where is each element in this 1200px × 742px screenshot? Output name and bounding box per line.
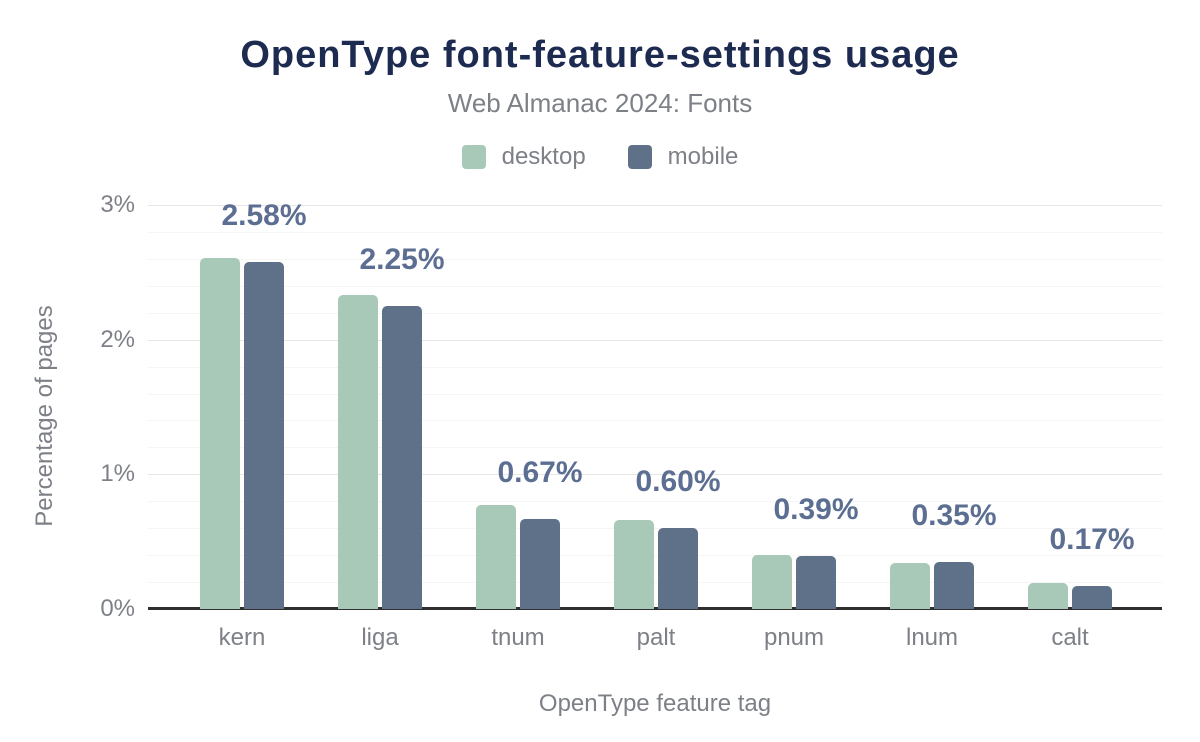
bar-value-label-kern: 2.58% [221,199,307,232]
gridline-minor [148,582,1162,583]
y-tick-label-2%: 2% [100,326,135,353]
chart-legend: desktop mobile [0,143,1200,171]
gridline-minor [148,394,1162,395]
chart-title: OpenType font-feature-settings usage [240,34,960,76]
bar-kern-mobile [244,262,284,609]
bar-value-label-calt: 0.17% [1049,523,1135,556]
bar-tnum-desktop [476,505,516,609]
y-tick-label-1%: 1% [100,460,135,487]
bar-lnum-desktop [890,563,930,609]
legend-label-mobile: mobile [667,143,739,170]
bar-calt-desktop [1028,583,1068,609]
gridline-minor [148,420,1162,421]
gridline-minor [148,259,1162,260]
x-category-label-palt: palt [636,624,676,651]
x-axis-line [148,607,1162,610]
bar-value-label-liga: 2.25% [359,243,445,276]
y-tick-label-0%: 0% [100,595,135,622]
bar-palt-desktop [614,520,654,609]
bar-liga-desktop [338,295,378,609]
legend-swatch-desktop [461,145,486,169]
bar-calt-mobile [1072,586,1112,609]
x-category-label-pnum: pnum [763,624,825,651]
bar-liga-mobile [382,306,422,609]
bar-kern-desktop [200,258,240,609]
gridline-minor [148,367,1162,368]
gridline-minor [148,501,1162,502]
legend-item-desktop: desktop [461,143,586,171]
x-category-label-kern: kern [218,624,266,651]
gridline-minor [148,555,1162,556]
bar-lnum-mobile [934,562,974,609]
bar-value-label-lnum: 0.35% [911,499,997,532]
legend-item-mobile: mobile [627,143,739,171]
y-tick-label-3%: 3% [100,191,135,218]
chart-subtitle: Web Almanac 2024: Fonts [447,88,753,118]
gridline-major [148,474,1162,475]
x-axis-title: OpenType feature tag [538,690,772,717]
bar-tnum-mobile [520,519,560,609]
legend-label-desktop: desktop [501,143,586,170]
gridline-minor [148,528,1162,529]
legend-swatch-mobile [627,145,652,169]
bar-value-label-palt: 0.60% [635,465,721,498]
bar-value-label-pnum: 0.39% [773,493,859,526]
bar-pnum-desktop [752,555,792,609]
gridline-major [148,205,1162,206]
x-category-label-tnum: tnum [491,624,545,651]
x-category-label-calt: calt [1051,624,1089,651]
gridline-minor [148,447,1162,448]
bar-palt-mobile [658,528,698,609]
bar-pnum-mobile [796,556,836,609]
gridline-minor [148,313,1162,314]
gridline-minor [148,286,1162,287]
bar-value-label-tnum: 0.67% [497,456,583,489]
x-category-label-liga: liga [361,624,399,651]
x-category-label-lnum: lnum [905,624,959,651]
y-axis-title: Percentage of pages [31,305,58,527]
gridline-major [148,340,1162,341]
gridline-minor [148,232,1162,233]
